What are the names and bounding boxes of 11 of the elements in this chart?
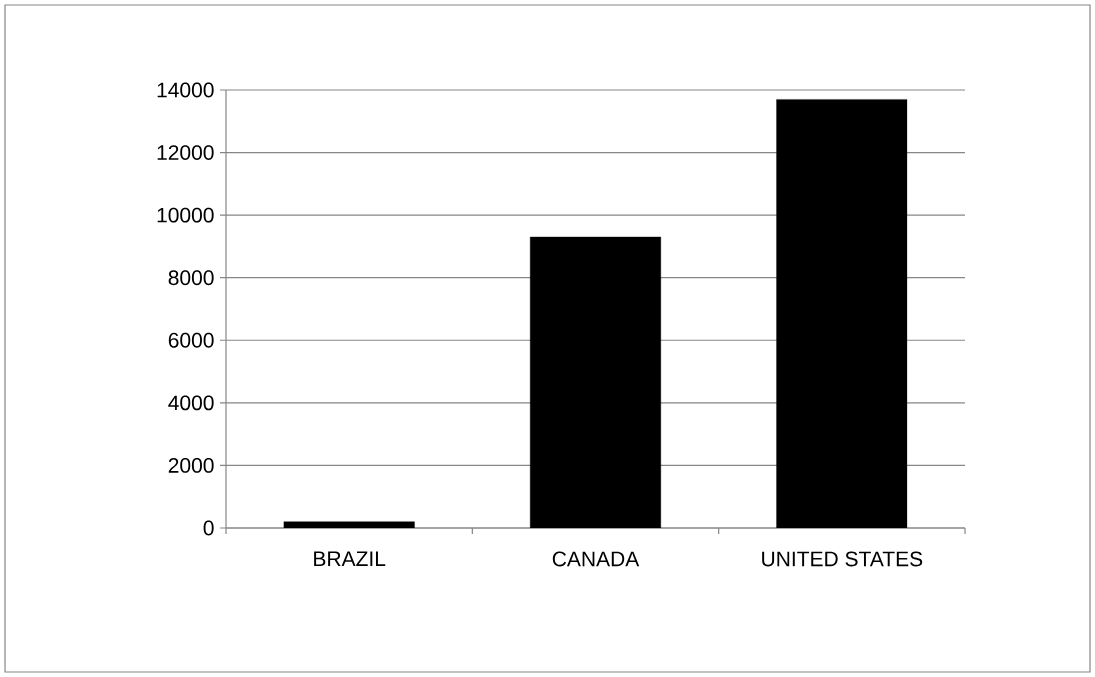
y-tick-label: 6000 <box>168 332 214 348</box>
y-tick-label: 10000 <box>157 207 214 223</box>
y-tick-label: 0 <box>203 520 214 536</box>
x-tick-label: BRAZIL <box>314 551 386 566</box>
x-tick-label: CANADA <box>552 551 640 567</box>
y-tick-label: 2000 <box>168 457 214 473</box>
x-tick-label: UNITED STATES <box>762 551 923 567</box>
y-tick-label: 14000 <box>157 82 214 98</box>
y-tick-label: 8000 <box>168 270 214 286</box>
y-tick-label: 4000 <box>168 395 214 411</box>
y-tick-label: 12000 <box>157 145 214 160</box>
